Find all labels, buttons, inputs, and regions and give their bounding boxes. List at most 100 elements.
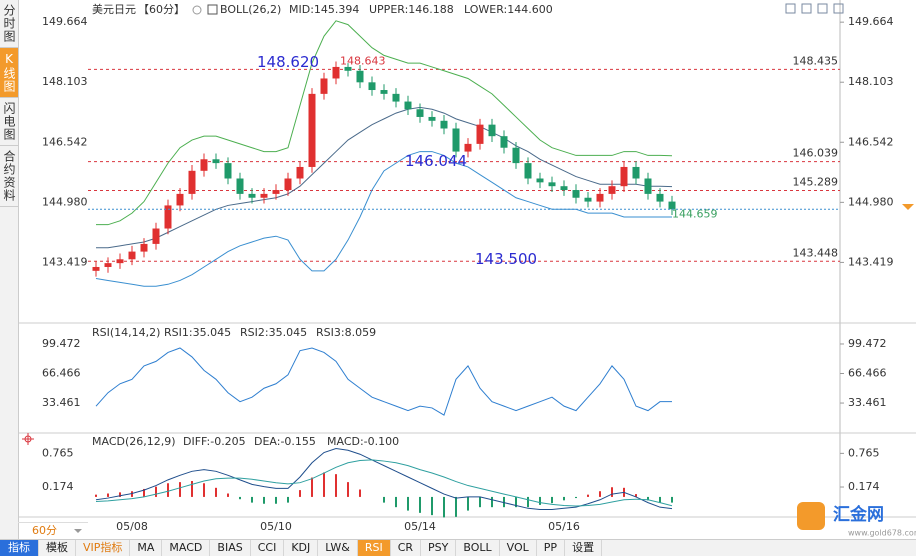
- sidebar-tab[interactable]: K线图: [0, 48, 18, 98]
- y-tick-label: 0.765: [848, 446, 880, 459]
- candle-body: [464, 143, 472, 152]
- candle-body: [476, 124, 484, 144]
- candle-body: [344, 66, 352, 71]
- y-tick-label: 0.174: [42, 480, 74, 493]
- boll-line: [95, 151, 672, 287]
- candle-body: [176, 193, 184, 206]
- indicator-tab[interactable]: LW&: [318, 540, 358, 556]
- sidebar-tab[interactable]: 合约资料: [0, 146, 18, 207]
- rsi-line: [95, 347, 673, 416]
- y-tick-label: 66.466: [42, 367, 81, 380]
- y-tick-label: 144.980: [42, 195, 88, 208]
- candle-body: [320, 78, 328, 94]
- legend-entry: DEA:-0.155: [254, 435, 316, 448]
- candle-body: [224, 163, 232, 179]
- candle-body: [284, 178, 292, 191]
- candle-body: [524, 163, 532, 179]
- toolbar-button[interactable]: 指标: [0, 540, 39, 556]
- candle-body: [572, 190, 580, 198]
- legend-entry: MACD:-0.100: [327, 435, 399, 448]
- period-selector[interactable]: 60分: [18, 522, 88, 538]
- legend-entry: UPPER:146.188: [369, 3, 454, 16]
- indicator-title: MACD(26,12,9): [92, 435, 176, 448]
- x-tick-label: 05/16: [548, 520, 580, 533]
- y-tick-label: 0.174: [848, 480, 880, 493]
- boll-line: [96, 20, 673, 226]
- macd-line: [95, 459, 673, 507]
- indicator-tab[interactable]: VOL: [500, 540, 537, 556]
- y-tick-label: 148.103: [848, 75, 894, 88]
- indicator-tab[interactable]: MA: [130, 540, 163, 556]
- y-tick-label: 149.664: [42, 15, 88, 28]
- y-tick-label: 66.466: [848, 367, 887, 380]
- candle-body: [404, 101, 412, 110]
- y-tick-label: 33.461: [848, 396, 887, 409]
- legend-entry: MID:145.394: [289, 3, 359, 16]
- candle-body: [548, 182, 556, 187]
- toolbar-button[interactable]: 模板: [39, 540, 76, 556]
- macd-line: [95, 448, 673, 510]
- y-tick-label: 146.542: [848, 135, 894, 148]
- indicator-tab[interactable]: RSI: [357, 540, 391, 556]
- candle-body: [656, 193, 664, 202]
- indicator-tab[interactable]: KDJ: [284, 540, 319, 556]
- legend-entry: RSI1:35.045: [164, 326, 231, 339]
- boll-line: [96, 106, 673, 249]
- candle-body: [92, 266, 100, 271]
- indicator-tab[interactable]: PP: [537, 540, 566, 556]
- candle-body: [104, 263, 112, 267]
- candle-body: [608, 186, 616, 194]
- annotation: 146.044: [405, 152, 467, 170]
- legend-entry: DIFF:-0.205: [183, 435, 246, 448]
- sidebar-tab[interactable]: 闪电图: [0, 98, 18, 146]
- indicator-tab[interactable]: BIAS: [210, 540, 251, 556]
- y-tick-label: 144.980: [848, 195, 894, 208]
- watermark-url: www.gold678.com: [848, 529, 916, 538]
- indicator-tab[interactable]: CCI: [251, 540, 285, 556]
- candle-body: [452, 128, 460, 152]
- add-icon[interactable]: [192, 5, 202, 15]
- candle-body: [200, 159, 208, 171]
- y-tick-label: 143.419: [848, 255, 894, 268]
- period: 【60分】: [138, 3, 185, 16]
- indicator-tab[interactable]: MACD: [162, 540, 211, 556]
- candle-body: [248, 193, 256, 198]
- indicator-tab[interactable]: BOLL: [456, 540, 500, 556]
- candle-body: [380, 90, 388, 94]
- logo: [797, 502, 825, 530]
- level-label: 146.039: [793, 147, 839, 160]
- indicator-tab[interactable]: 设置: [565, 540, 603, 556]
- annotation: 143.500: [475, 250, 537, 268]
- level-label: 143.448: [793, 246, 839, 259]
- candle-body: [668, 201, 676, 210]
- tool-icons[interactable]: [785, 3, 844, 14]
- indicator-tab[interactable]: PSY: [421, 540, 457, 556]
- y-tick-label: 148.103: [42, 75, 88, 88]
- toolbar-button[interactable]: VIP指标: [76, 540, 131, 556]
- level-label: 145.289: [793, 175, 839, 188]
- candle-body: [512, 147, 520, 164]
- sidebar: 分时图 K线图 闪电图 合约资料: [0, 0, 19, 539]
- legend-entry: RSI3:8.059: [316, 326, 376, 339]
- candle-body: [332, 66, 340, 79]
- legend-entry: RSI2:35.045: [240, 326, 307, 339]
- annotation: 148.643: [340, 54, 386, 67]
- candle-body: [188, 170, 196, 194]
- y-tick-label: 146.542: [42, 135, 88, 148]
- y-tick-label: 99.472: [42, 337, 81, 350]
- y-tick-label: 99.472: [848, 337, 887, 350]
- x-tick-label: 05/14: [404, 520, 436, 533]
- candle-body: [620, 166, 628, 187]
- candle-body: [584, 197, 592, 202]
- candle-body: [128, 251, 136, 260]
- candle-body: [152, 228, 160, 244]
- indicator-tab[interactable]: CR: [391, 540, 422, 556]
- candle-body: [116, 259, 124, 264]
- sidebar-tab[interactable]: 分时图: [0, 0, 18, 48]
- candle-body: [296, 166, 304, 179]
- indicator-icon[interactable]: [207, 4, 218, 15]
- legend-entry: LOWER:144.600: [464, 3, 553, 16]
- candle-body: [260, 193, 268, 198]
- settings-icon[interactable]: [22, 433, 34, 445]
- y-tick-label: 0.765: [42, 446, 74, 459]
